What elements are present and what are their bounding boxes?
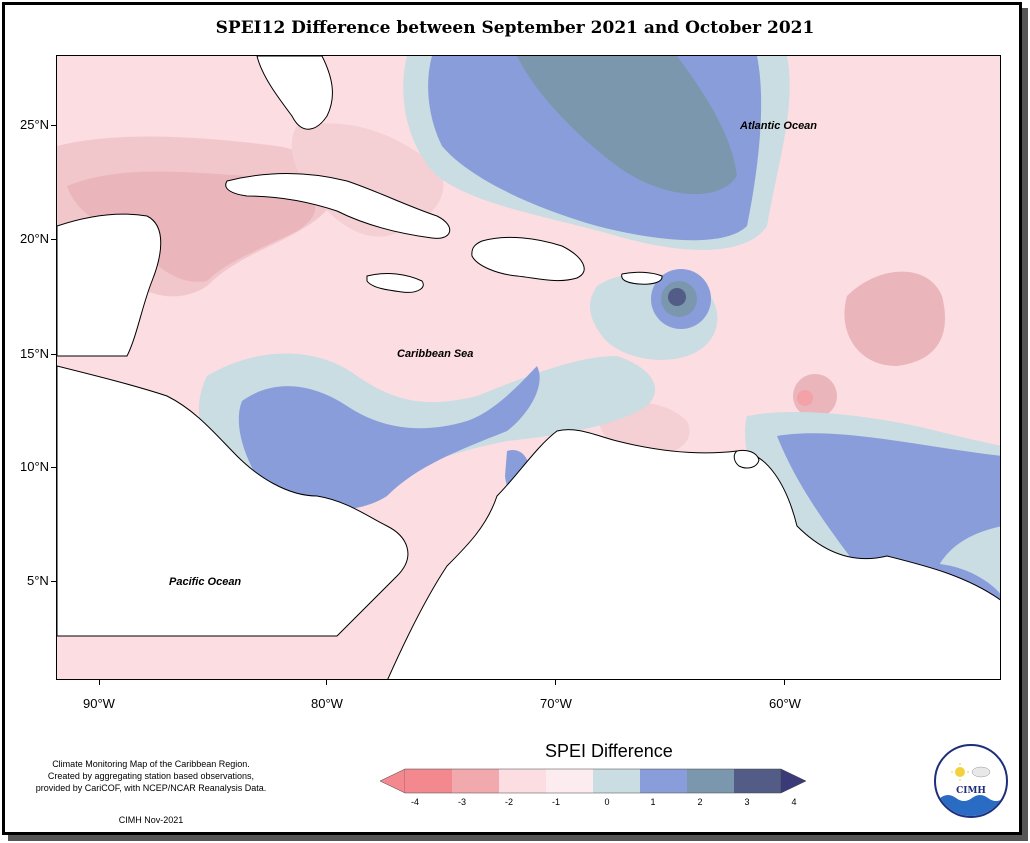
land-jamaica: [366, 273, 424, 293]
y-tick-label: 10°N: [20, 459, 50, 474]
frame-shadow-right: [1022, 8, 1028, 837]
y-tick-label: 25°N: [20, 117, 50, 132]
legend-arrow-left: [380, 768, 406, 794]
x-tick-label: 90°W: [83, 696, 115, 711]
legend-tick-label: 0: [604, 797, 610, 807]
frame-shadow-bottom: [8, 835, 1028, 841]
land-central-america: [57, 365, 409, 637]
land-south-america: [387, 429, 1000, 679]
sun-icon: [955, 767, 965, 777]
spei-contour-map: [57, 56, 1000, 679]
contour-neg-yucatan: [67, 171, 316, 282]
legend-tick-label: 2: [697, 797, 703, 807]
x-tick-mark: [784, 680, 785, 685]
legend-arrow-right: [780, 768, 807, 794]
legend-swatch: [452, 769, 499, 793]
label-atlantic-ocean: Atlantic Ocean: [740, 120, 818, 132]
footer-date: CIMH Nov-2021: [118, 815, 184, 825]
legend-tick-label: -4: [410, 797, 419, 807]
label-pacific-ocean: Pacific Ocean: [169, 576, 242, 588]
y-tick-mark: [51, 354, 56, 355]
map-title: SPEI12 Difference between September 2021…: [215, 18, 815, 38]
legend-tick-label: 1: [650, 797, 656, 807]
land-florida: [256, 56, 333, 130]
label-caribbean-sea: Caribbean Sea: [397, 348, 474, 360]
land-trinidad: [733, 449, 760, 469]
land-puerto-rico: [621, 271, 663, 285]
land-hispaniola: [471, 236, 585, 282]
y-tick-label: 20°N: [20, 231, 50, 246]
contour-pos-central-america-mid: [238, 366, 540, 511]
legend-colorbar: [380, 768, 807, 794]
sun-rays-icon: [951, 763, 969, 781]
y-tick-mark: [51, 467, 56, 468]
legend-tick-label: -2: [504, 797, 513, 807]
y-tick-mark: [51, 125, 56, 126]
legend-swatch: [734, 769, 781, 793]
legend-swatch: [405, 769, 452, 793]
x-tick-mark: [99, 680, 100, 685]
legend-swatch: [499, 769, 546, 793]
legend-title: SPEI Difference: [545, 741, 673, 761]
land-cuba: [225, 173, 450, 239]
map-panel: Atlantic Ocean Caribbean Sea Pacific Oce…: [56, 55, 1001, 680]
footer-note-line: provided by CariCOF, with NCEP/NCAR Rean…: [35, 783, 267, 793]
legend-swatch: [546, 769, 593, 793]
y-tick-label: 5°N: [27, 573, 49, 588]
footer-note-line: Climate Monitoring Map of the Caribbean …: [52, 759, 250, 769]
contour-pos-pr-core: [668, 288, 686, 306]
cimh-logo-text: CIMH: [956, 786, 986, 796]
legend-swatch: [687, 769, 734, 793]
cloud-icon: [971, 766, 991, 778]
y-tick-mark: [51, 581, 56, 582]
footer-note-line: Created by aggregating station based obs…: [47, 771, 255, 781]
contour-neg-spot-lesser: [793, 374, 837, 418]
wave-icon: [940, 795, 1004, 816]
x-tick-label: 60°W: [769, 696, 801, 711]
legend-tick-label: 3: [744, 797, 750, 807]
land-masses: [57, 56, 1000, 679]
x-tick-mark: [326, 680, 327, 685]
legend-tick-label: -1: [551, 797, 560, 807]
legend-tick-label: 4: [791, 797, 797, 807]
contour-neg-east-atl-strong: [844, 271, 945, 366]
legend-swatch: [640, 769, 687, 793]
contour-neg-spot-lesser-core: [797, 390, 813, 406]
y-tick-mark: [51, 239, 56, 240]
land-mexico-yucatan: [57, 213, 162, 357]
cimh-logo-graphic: [940, 763, 1004, 816]
cimh-logo: CIMH: [934, 744, 1008, 818]
map-frame: [2, 2, 1022, 835]
y-tick-label: 15°N: [20, 346, 50, 361]
contour-pos-guianas-mid: [777, 433, 1000, 605]
footer-note: Climate Monitoring Map of the Caribbean …: [20, 758, 282, 794]
legend-swatch: [593, 769, 640, 793]
contour-neg-east-atl: [795, 56, 1000, 436]
x-tick-mark: [555, 680, 556, 685]
legend-tick-label: -3: [457, 797, 466, 807]
x-tick-label: 70°W: [540, 696, 572, 711]
x-tick-label: 80°W: [311, 696, 343, 711]
contour-pos-bahamas-strong: [517, 56, 737, 195]
